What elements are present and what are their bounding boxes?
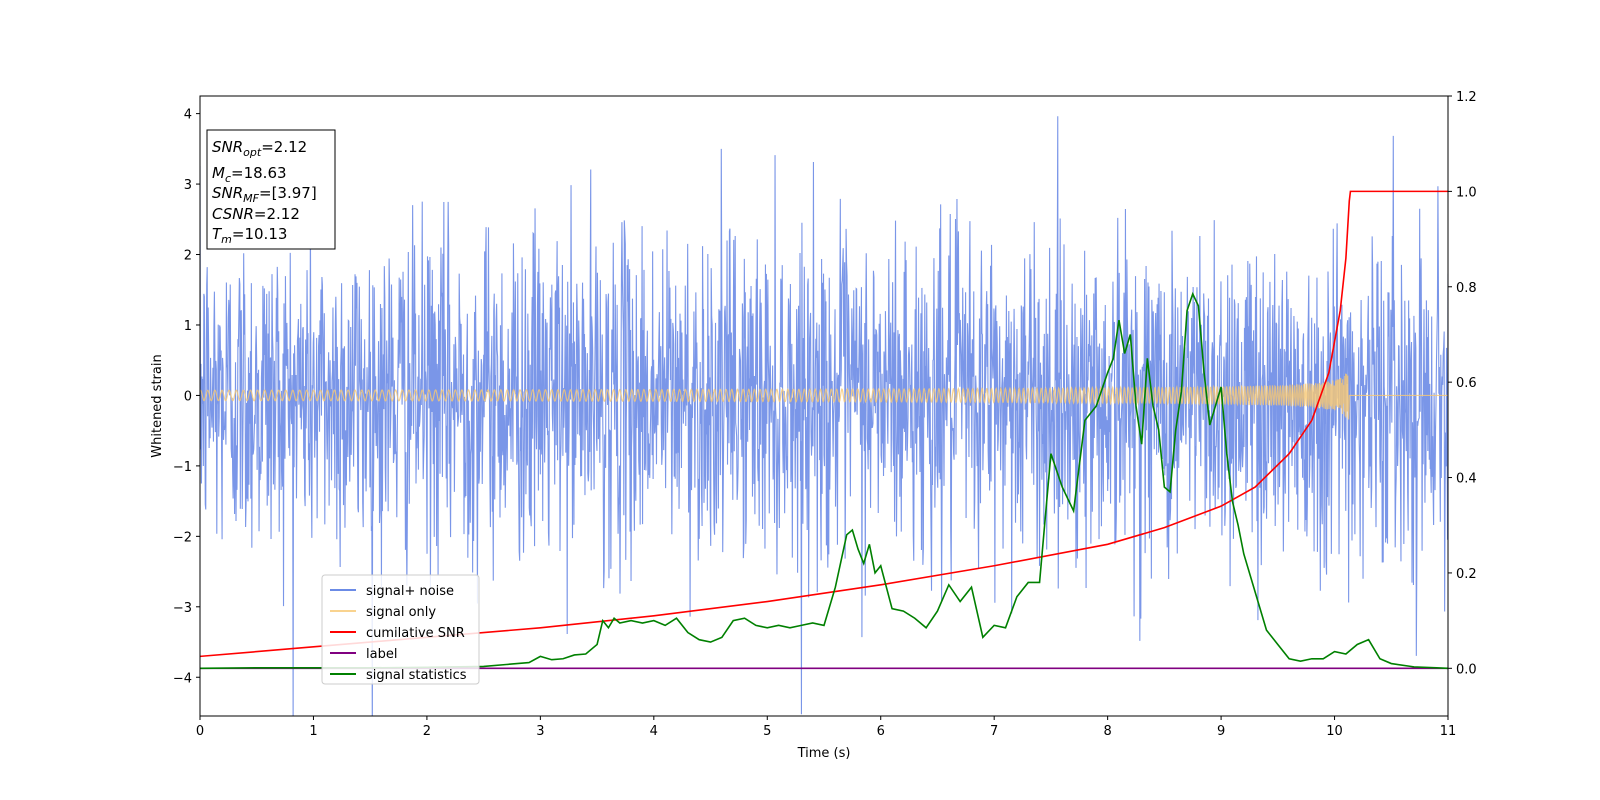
x-tick-label: 4 bbox=[650, 724, 658, 739]
y-tick-label-right: 0.4 bbox=[1456, 472, 1477, 487]
x-tick-label: 7 bbox=[990, 724, 998, 739]
x-tick-label: 11 bbox=[1440, 724, 1457, 739]
info-box: SNRopt=2.12 Mc=18.63 SNRMF=[3.97] CSNR=2… bbox=[206, 129, 336, 250]
y-axis-label: Whitened strain bbox=[150, 354, 165, 457]
x-tick-label: 9 bbox=[1217, 724, 1225, 739]
legend: signal+ noise signal only cumilative SNR la… bbox=[321, 574, 480, 685]
y-tick-label-right: 0.0 bbox=[1456, 662, 1477, 677]
x-tick-label: 3 bbox=[536, 724, 544, 739]
series-signal-only bbox=[200, 373, 1448, 420]
x-tick-label: 8 bbox=[1103, 724, 1111, 739]
y-tick-label-right: 0.2 bbox=[1456, 567, 1477, 582]
legend-frame bbox=[321, 574, 480, 685]
series-signal-noise bbox=[200, 116, 1448, 716]
x-tick-label: 6 bbox=[877, 724, 885, 739]
x-axis-label: Time (s) bbox=[797, 746, 851, 761]
y-tick-label-left: −1 bbox=[173, 460, 192, 475]
legend-label: label bbox=[366, 647, 397, 662]
y-tick-label-left: −2 bbox=[173, 530, 192, 545]
y-tick-label-left: 0 bbox=[184, 389, 192, 404]
x-tick-label: 10 bbox=[1326, 724, 1343, 739]
y-tick-label-right: 0.8 bbox=[1456, 281, 1477, 296]
y-tick-label-right: 1.0 bbox=[1456, 185, 1477, 200]
info-mc: Mc=18.63 bbox=[212, 164, 287, 185]
x-tick-label: 0 bbox=[196, 724, 204, 739]
info-snr-opt: SNRopt=2.12 bbox=[212, 138, 307, 159]
plot-frame bbox=[199, 95, 1449, 717]
x-tick-label: 2 bbox=[423, 724, 431, 739]
info-snr-mf: SNRMF=[3.97] bbox=[212, 184, 317, 205]
y-tick-label-left: 4 bbox=[184, 108, 192, 123]
x-tick-label: 5 bbox=[763, 724, 771, 739]
legend-label: signal+ noise bbox=[366, 584, 454, 599]
y-tick-label-left: −3 bbox=[173, 601, 192, 616]
legend-label: signal only bbox=[366, 605, 436, 620]
y-tick-label-left: 3 bbox=[184, 178, 192, 193]
legend-label: signal statistics bbox=[366, 668, 467, 683]
axes: 0 1 2 3 4 5 6 7 8 9 10 11 −4 −3 −2 −1 0 1 2 3 4 0.0 0.2 0.4 0.6 0… bbox=[173, 90, 1477, 739]
info-tm: Tm=10.13 bbox=[212, 225, 287, 246]
y-tick-label-left: −4 bbox=[173, 671, 192, 686]
y-tick-label-left: 1 bbox=[184, 319, 192, 334]
series-signal-statistics bbox=[200, 291, 1448, 670]
info-box-frame bbox=[206, 129, 336, 250]
y-tick-label-right: 1.2 bbox=[1456, 90, 1477, 105]
series-cumilative-snr bbox=[200, 190, 1448, 658]
info-csnr: CSNR=2.12 bbox=[212, 205, 300, 223]
y-tick-label-right: 0.6 bbox=[1456, 376, 1477, 391]
y-tick-label-left: 2 bbox=[184, 249, 192, 264]
legend-label: cumilative SNR bbox=[366, 626, 465, 641]
x-tick-label: 1 bbox=[309, 724, 317, 739]
